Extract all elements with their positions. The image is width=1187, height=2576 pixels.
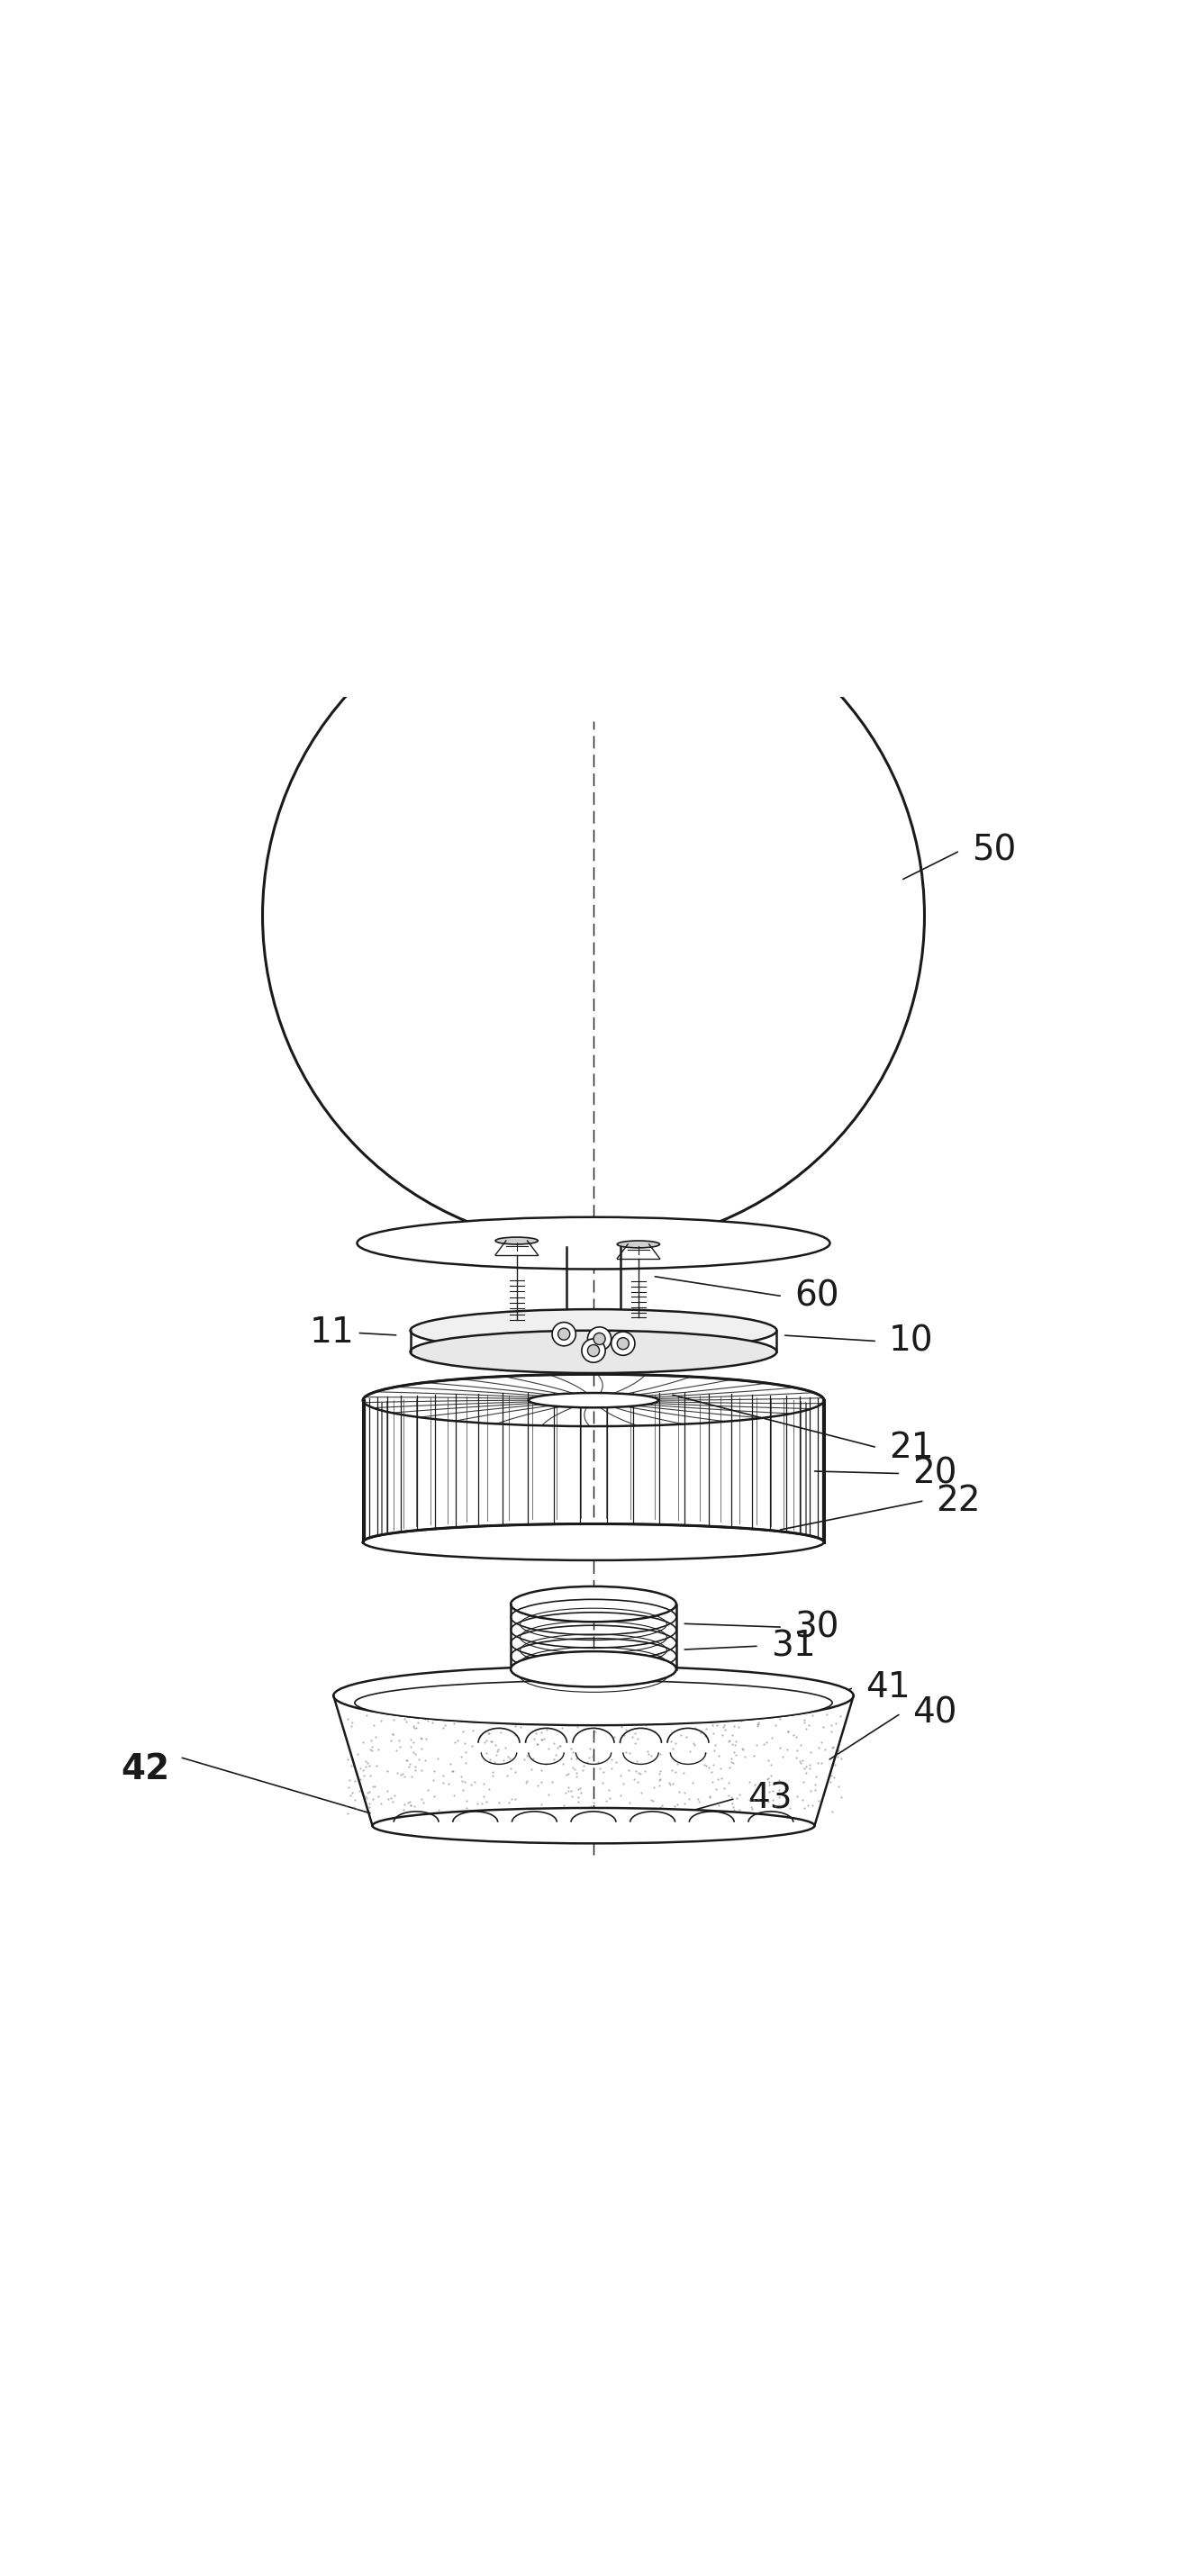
Text: 31: 31: [770, 1628, 815, 1664]
Ellipse shape: [411, 1309, 776, 1352]
Circle shape: [552, 1321, 576, 1345]
Text: 22: 22: [937, 1484, 980, 1517]
Ellipse shape: [510, 1587, 677, 1623]
Ellipse shape: [355, 1680, 832, 1726]
Ellipse shape: [495, 1236, 538, 1244]
Circle shape: [582, 1340, 605, 1363]
Circle shape: [611, 1332, 635, 1355]
Text: 42: 42: [121, 1752, 170, 1785]
Ellipse shape: [334, 1667, 853, 1726]
Text: 12: 12: [510, 1334, 556, 1368]
Circle shape: [588, 1345, 599, 1358]
Circle shape: [558, 1329, 570, 1340]
Text: 20: 20: [913, 1455, 957, 1492]
Ellipse shape: [357, 1216, 830, 1270]
Ellipse shape: [411, 1332, 776, 1373]
Text: 10: 10: [889, 1324, 934, 1358]
Text: 40: 40: [913, 1698, 957, 1731]
Ellipse shape: [363, 1525, 824, 1561]
Text: 21: 21: [889, 1430, 934, 1466]
Text: 60: 60: [794, 1280, 839, 1314]
Ellipse shape: [373, 1808, 814, 1844]
Ellipse shape: [617, 1242, 660, 1247]
Circle shape: [588, 1327, 611, 1350]
Text: 30: 30: [794, 1610, 839, 1643]
Ellipse shape: [567, 1316, 620, 1327]
Text: 50: 50: [972, 835, 1016, 868]
Circle shape: [617, 1337, 629, 1350]
Ellipse shape: [510, 1651, 677, 1687]
Ellipse shape: [528, 1394, 659, 1406]
Text: 41: 41: [865, 1669, 910, 1705]
Circle shape: [594, 1332, 605, 1345]
Text: 43: 43: [747, 1783, 792, 1816]
Text: 11: 11: [310, 1316, 355, 1350]
